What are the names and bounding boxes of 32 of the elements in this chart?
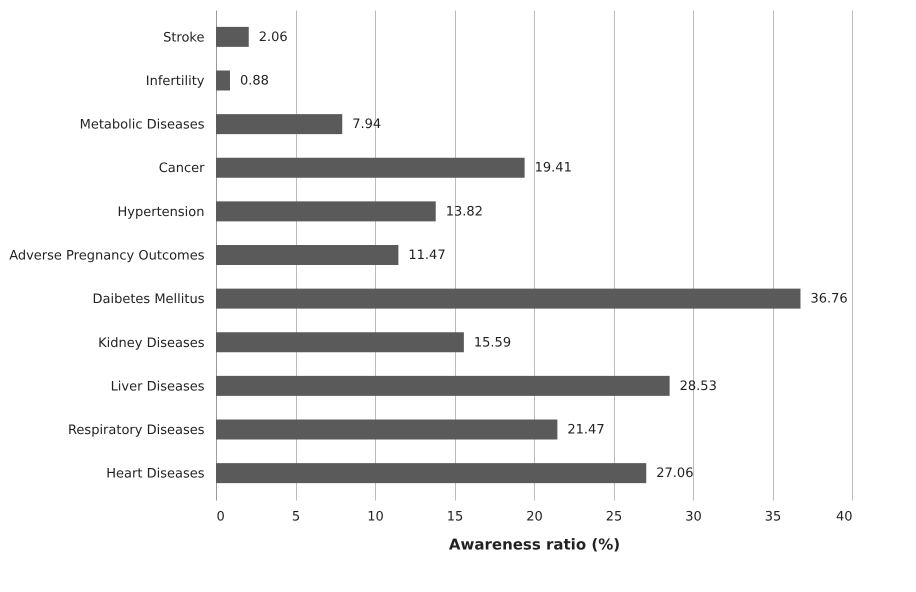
y-tick-label: Stroke <box>163 30 204 46</box>
x-tick-label: 20 <box>526 510 543 524</box>
y-tick-label: Hypertension <box>118 204 204 220</box>
y-tick-label: Heart Diseases <box>106 466 205 482</box>
data-label: 0.88 <box>240 73 269 88</box>
y-tick-label: Kidney Diseases <box>98 336 205 351</box>
data-label: 15.59 <box>474 335 512 350</box>
data-label: 36.76 <box>810 292 848 307</box>
y-tick-label: Daibetes Mellitus <box>92 292 205 308</box>
data-label: 19.41 <box>534 160 572 176</box>
y-tick-label: Liver Diseases <box>110 379 205 394</box>
x-tick-label: 40 <box>836 510 852 524</box>
data-label: 27.06 <box>656 466 694 482</box>
data-label: 28.53 <box>680 378 717 394</box>
y-tick-label: Respiratory Diseases <box>68 423 205 438</box>
y-tick-label: Infertility <box>146 74 205 89</box>
data-label: 21.47 <box>567 422 605 438</box>
data-label: 2.06 <box>258 30 288 45</box>
x-tick-label: 15 <box>446 510 464 524</box>
x-tick-label: 0 <box>216 510 225 524</box>
y-tick-label: Metabolic Diseases <box>80 118 205 133</box>
x-tick-label: 35 <box>764 510 782 524</box>
y-tick-label: Cancer <box>158 161 206 176</box>
data-label: 13.82 <box>446 204 483 220</box>
x-tick-label: 10 <box>367 510 384 524</box>
x-tick-label: 25 <box>606 510 622 524</box>
x-axis-title: Awareness ratio (%) <box>448 536 620 554</box>
data-label: 7.94 <box>352 117 382 132</box>
data-label: 11.47 <box>408 248 446 263</box>
x-tick-label: 5 <box>292 510 300 524</box>
x-tick-label: 30 <box>685 510 702 524</box>
y-tick-label: Adverse Pregnancy Outcomes <box>9 248 205 264</box>
